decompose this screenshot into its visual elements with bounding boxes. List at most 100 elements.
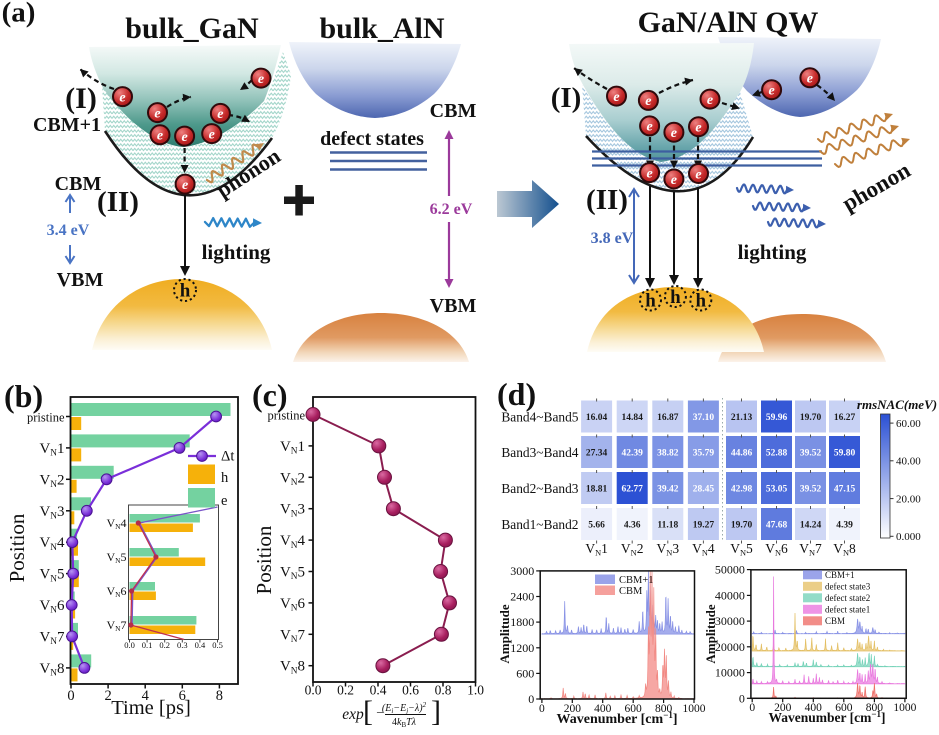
svg-text:lighting: lighting — [738, 240, 807, 264]
svg-text:h: h — [180, 281, 191, 302]
svg-text:Position: Position — [5, 513, 29, 582]
svg-text:VN5: VN5 — [280, 565, 305, 583]
svg-text:3.8 eV: 3.8 eV — [591, 230, 634, 247]
svg-text:−: − — [376, 705, 383, 720]
svg-text:e: e — [157, 129, 163, 144]
svg-text:CBM: CBM — [430, 100, 477, 122]
svg-text:6: 6 — [179, 688, 186, 704]
svg-text:0.0: 0.0 — [124, 640, 135, 650]
svg-text:0.2: 0.2 — [337, 683, 354, 698]
svg-text:e: e — [768, 84, 774, 99]
svg-text:e: e — [209, 127, 215, 142]
svg-text:(I): (I) — [551, 82, 582, 114]
svg-text:21.13: 21.13 — [731, 413, 753, 423]
svg-text:exp: exp — [342, 706, 364, 723]
svg-text:lighting: lighting — [202, 240, 271, 264]
svg-text:defect state1: defect state1 — [825, 604, 870, 614]
svg-text:e: e — [695, 121, 701, 136]
svg-text:39.52: 39.52 — [800, 449, 822, 459]
svg-text:3000: 3000 — [510, 564, 534, 578]
svg-text:11.18: 11.18 — [657, 521, 678, 531]
svg-text:e: e — [707, 93, 713, 108]
svg-text:VN8: VN8 — [39, 661, 64, 679]
svg-text:38.82: 38.82 — [657, 449, 679, 459]
svg-text:VN8: VN8 — [833, 541, 856, 557]
svg-text:CBM+1: CBM+1 — [825, 570, 855, 580]
svg-text:0.1: 0.1 — [142, 640, 153, 650]
svg-text:VN3: VN3 — [280, 502, 305, 520]
svg-text:VN6: VN6 — [280, 596, 306, 614]
svg-text:(I): (I) — [65, 82, 97, 115]
svg-text:VN6: VN6 — [39, 598, 65, 616]
svg-text:2: 2 — [104, 688, 111, 704]
svg-text:Amplitude: Amplitude — [497, 604, 512, 663]
svg-text:800: 800 — [866, 702, 884, 714]
svg-text:16.04: 16.04 — [586, 413, 608, 423]
svg-text:(c): (c) — [252, 377, 288, 413]
svg-text:VN7: VN7 — [106, 618, 126, 633]
svg-text:pristine: pristine — [27, 411, 65, 425]
svg-text:Wavenumber [cm−1]: Wavenumber [cm−1] — [557, 710, 678, 727]
svg-text:8: 8 — [216, 688, 223, 704]
svg-text:4kBTλ: 4kBTλ — [392, 717, 417, 729]
svg-text:(a): (a) — [2, 0, 36, 29]
svg-text:rmsNAC(meV): rmsNAC(meV) — [857, 397, 937, 412]
svg-text:1.0: 1.0 — [467, 683, 484, 698]
svg-text:53.05: 53.05 — [766, 485, 788, 495]
svg-text:VN8: VN8 — [280, 659, 305, 677]
svg-text:1000: 1000 — [893, 702, 916, 714]
svg-text:0.8: 0.8 — [435, 683, 452, 698]
svg-text:28.45: 28.45 — [693, 485, 715, 495]
svg-text:3.4 eV: 3.4 eV — [47, 222, 90, 239]
svg-text:19.70: 19.70 — [731, 521, 753, 531]
svg-text:VN5: VN5 — [39, 567, 64, 585]
svg-text:CBM: CBM — [825, 616, 845, 626]
svg-text:pristine: pristine — [268, 409, 306, 423]
svg-text:37.10: 37.10 — [693, 413, 715, 423]
svg-text:0.2: 0.2 — [159, 640, 170, 650]
svg-text:10000: 10000 — [715, 666, 745, 680]
svg-text:VN7: VN7 — [280, 627, 306, 645]
svg-text:6.2 eV: 6.2 eV — [430, 201, 473, 218]
svg-text:Wavenumber [cm−1]: Wavenumber [cm−1] — [768, 709, 885, 725]
svg-text:CBM+1: CBM+1 — [619, 575, 654, 586]
svg-text:h: h — [645, 291, 656, 312]
svg-text:400: 400 — [805, 702, 823, 714]
svg-text:bulk_AlN: bulk_AlN — [319, 12, 444, 45]
svg-text:VN4: VN4 — [106, 516, 126, 531]
svg-text:e: e — [646, 120, 652, 135]
svg-text:2400: 2400 — [510, 590, 534, 604]
svg-text:Band4~Band5: Band4~Band5 — [501, 409, 578, 424]
svg-text:VN5: VN5 — [106, 550, 126, 565]
svg-text:VBM: VBM — [430, 295, 477, 317]
svg-text:1000: 1000 — [683, 703, 706, 715]
svg-text:e: e — [646, 166, 652, 181]
svg-text:4: 4 — [142, 688, 150, 704]
svg-text:62.77: 62.77 — [622, 485, 644, 495]
svg-text:VN1: VN1 — [585, 541, 608, 557]
svg-text:18.81: 18.81 — [586, 485, 608, 495]
svg-text:VN4: VN4 — [39, 535, 65, 553]
svg-text:39.42: 39.42 — [657, 485, 679, 495]
svg-text:0: 0 — [67, 688, 74, 704]
svg-text:59.80: 59.80 — [834, 449, 856, 459]
svg-text:42.98: 42.98 — [731, 485, 753, 495]
svg-text:VN4: VN4 — [692, 541, 715, 557]
svg-text:44.86: 44.86 — [731, 449, 753, 459]
svg-text:e: e — [119, 90, 125, 105]
svg-text:h: h — [221, 470, 229, 486]
svg-text:e: e — [645, 94, 651, 109]
svg-text:e: e — [154, 106, 160, 121]
svg-text:0.4: 0.4 — [370, 683, 387, 698]
svg-text:30000: 30000 — [715, 614, 745, 628]
svg-text:defect states: defect states — [320, 128, 424, 150]
svg-text:39.52: 39.52 — [800, 485, 822, 495]
svg-text:[: [ — [363, 695, 373, 728]
svg-text:(b): (b) — [4, 378, 43, 414]
svg-text:59.96: 59.96 — [766, 413, 788, 423]
svg-text:1800: 1800 — [510, 615, 534, 629]
svg-text:VN2: VN2 — [39, 472, 64, 490]
svg-text:Band1~Band2: Band1~Band2 — [501, 517, 578, 532]
svg-text:e: e — [217, 107, 223, 122]
svg-text:5.66: 5.66 — [588, 521, 605, 531]
